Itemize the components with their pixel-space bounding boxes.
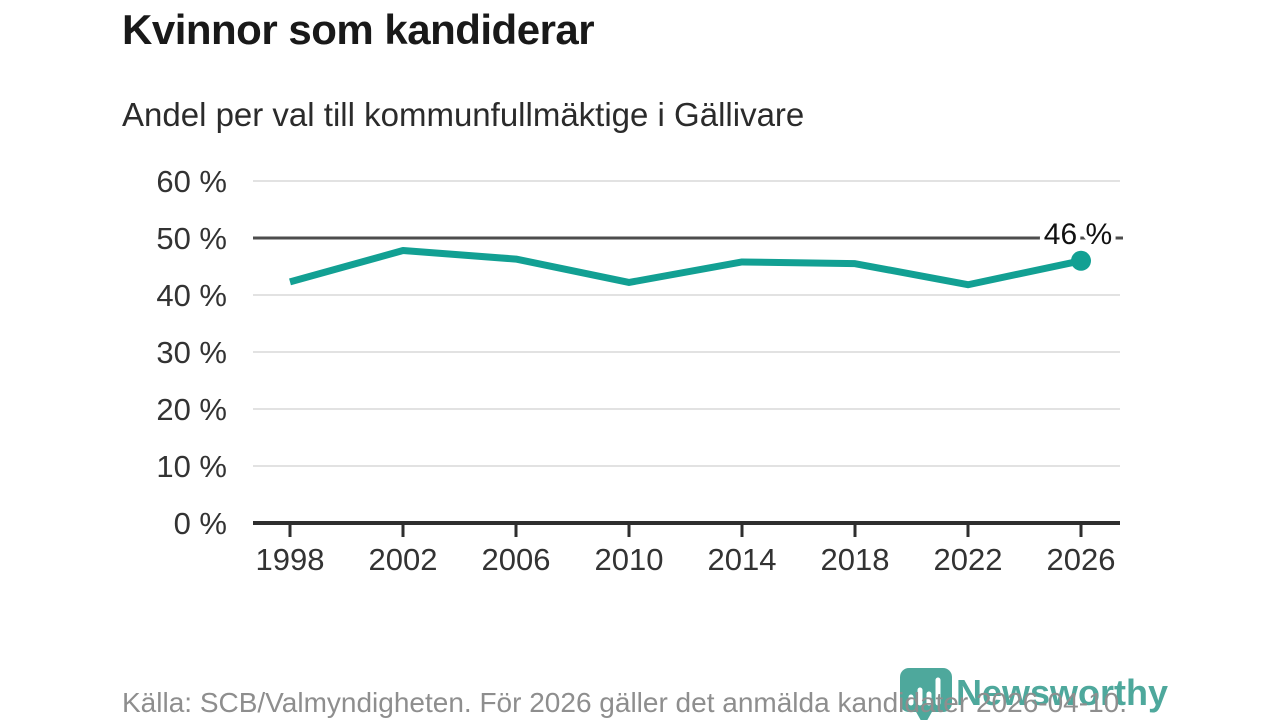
x-tick-label: 2002 <box>369 542 438 577</box>
line-chart: 0 % 10 % 20 % 30 % 40 % 50 % 60 % 1998 2002 2006 2… <box>156 164 1123 577</box>
y-tick-label: 10 % <box>156 449 227 484</box>
x-tick-label: 2014 <box>708 542 777 577</box>
y-tick-label: 40 % <box>156 278 227 313</box>
y-tick-label: 50 % <box>156 221 227 256</box>
x-tick-label: 1998 <box>256 542 325 577</box>
x-tick-label: 2006 <box>482 542 551 577</box>
end-point-marker <box>1071 250 1091 271</box>
newsworthy-logo-text: Newsworthy <box>956 672 1169 713</box>
data-line <box>289 247 1082 289</box>
y-tick-label: 20 % <box>156 392 227 427</box>
x-tick-label: 2018 <box>821 542 890 577</box>
source-note: Källa: SCB/Valmyndigheten. För 2026 gäll… <box>122 687 1127 718</box>
end-point-label: 46 % <box>1044 218 1112 251</box>
newsworthy-logo-icon <box>900 668 952 720</box>
chart-subtitle: Andel per val till kommunfullmäktige i G… <box>122 96 805 133</box>
y-tick-label: 60 % <box>156 164 227 199</box>
x-tick-label: 2010 <box>595 542 664 577</box>
x-tick-label: 2022 <box>934 542 1003 577</box>
y-tick-label: 30 % <box>156 335 227 370</box>
newsworthy-logo[interactable]: Newsworthy <box>898 666 1168 720</box>
chart-title: Kvinnor som kandiderar <box>122 6 595 53</box>
x-tick-label: 2026 <box>1047 542 1116 577</box>
y-tick-label: 0 % <box>174 506 227 541</box>
